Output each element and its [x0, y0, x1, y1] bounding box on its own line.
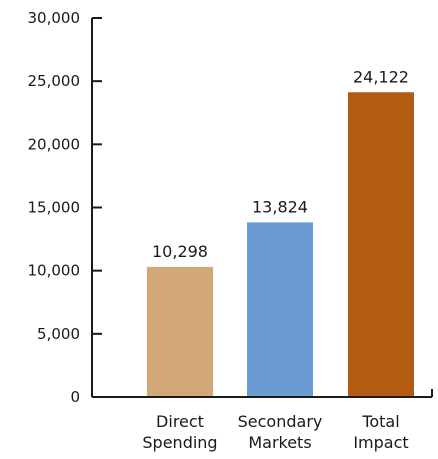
x-category-label: Total	[361, 412, 399, 431]
bar	[147, 266, 213, 397]
bar	[247, 222, 313, 397]
y-tick-label: 10,000	[28, 262, 81, 280]
x-category-label: Secondary	[238, 412, 323, 431]
y-tick-label: 25,000	[28, 72, 81, 90]
y-tick-label: 0	[70, 388, 80, 406]
bar	[348, 92, 414, 398]
y-axis: 0 5,000 10,000 15,000 20,000 25,000 30,000	[28, 9, 102, 406]
x-category-label: Direct	[156, 412, 204, 431]
bar-value-label: 24,122	[353, 67, 409, 86]
bars	[147, 92, 414, 398]
y-tick-label: 15,000	[28, 199, 81, 217]
y-tick-label: 20,000	[28, 135, 81, 153]
x-category-label: Spending	[142, 433, 217, 452]
bar-value-label: 13,824	[252, 197, 308, 216]
x-axis: Direct Spending Secondary Markets Total Impac…	[92, 389, 433, 452]
x-category-label: Impact	[353, 433, 408, 452]
y-tick-label: 30,000	[28, 9, 81, 27]
data-labels: 10,298 13,824 24,122	[152, 67, 409, 261]
bar-value-label: 10,298	[152, 242, 208, 261]
y-tick-label: 5,000	[37, 325, 80, 343]
x-category-label: Markets	[248, 433, 311, 452]
